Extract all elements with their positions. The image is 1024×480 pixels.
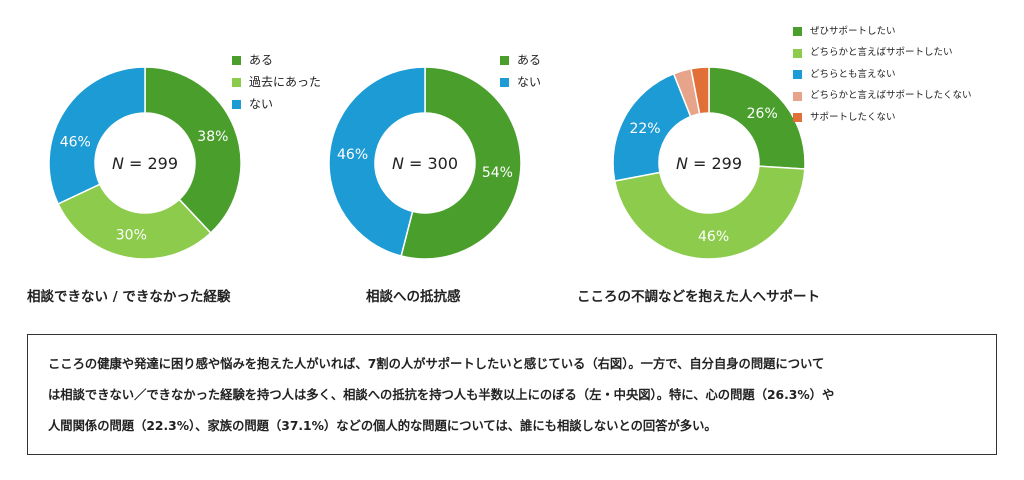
donut-slice	[48, 66, 146, 205]
legend-swatch	[793, 48, 802, 58]
slice-value-label: 46%	[337, 147, 368, 163]
donut-slice	[708, 66, 806, 170]
legend-label: どちらかと言えばサポートしたくない	[810, 90, 972, 102]
legend-item: どちらかと言えばサポートしたくない	[793, 86, 972, 108]
chart-title-consult-resistance: 相談への抵抗感	[366, 289, 461, 305]
summary-line: は相談できない／できなかった経験を持つ人は多く、相談への抵抗を持つ人も半数以上に…	[48, 388, 835, 402]
legend-swatch	[793, 91, 802, 101]
chart-title-support-intention: こころの不調などを抱えた人へサポート	[577, 289, 820, 305]
slice-value-label: 26%	[747, 106, 778, 122]
legend-swatch	[232, 55, 241, 65]
legend-swatch	[793, 70, 802, 80]
summary-line: 人間関係の問題（22.3%）、家族の問題（37.1%）などの個人的な問題について…	[48, 419, 717, 433]
legend-swatch	[793, 27, 802, 37]
legend-swatch	[500, 55, 509, 65]
legend-label: ある	[517, 53, 542, 67]
legend-label: ない	[517, 75, 542, 89]
summary-line: こころの健康や発達に困り感や悩みを抱えた人がいれば、7割の人がサポートしたいと感…	[48, 357, 825, 371]
slice-value-label: 22%	[629, 121, 660, 137]
legend-item: ある	[232, 49, 321, 71]
legend-label: ある	[249, 53, 274, 67]
legend-item: どちらとも言えない	[793, 64, 972, 86]
legend-label: どちらとも言えない	[810, 68, 896, 80]
legend-item: 過去にあった	[232, 71, 321, 93]
legend-item: どちらかと言えばサポートしたい	[793, 43, 972, 65]
donut-slice	[690, 66, 710, 115]
legend-support-intention: ぜひサポートしたい どちらかと言えばサポートしたい どちらとも言えない どちらか…	[793, 21, 972, 129]
sample-size-label: N = 299	[676, 154, 742, 173]
sample-size-label: N = 300	[392, 154, 458, 173]
donut-chart-consult-experience: 38% 30% 46% N = 299	[48, 66, 242, 260]
donut-slice	[400, 66, 522, 260]
legend-label: ぜひサポートしたい	[810, 25, 896, 37]
legend-swatch	[500, 77, 509, 87]
summary-note-box: こころの健康や発達に困り感や悩みを抱えた人がいれば、7割の人がサポートしたいと感…	[27, 334, 997, 455]
donut-chart-consult-resistance: 54% 46% N = 300	[328, 66, 522, 260]
donut-slice	[328, 66, 426, 257]
legend-label: どちらかと言えばサポートしたい	[810, 47, 953, 59]
legend-swatch	[232, 99, 241, 109]
donut-slice	[57, 183, 212, 260]
legend-item: ない	[232, 93, 321, 115]
slice-value-label: 46%	[698, 229, 729, 245]
legend-label: サポートしたくない	[810, 111, 896, 123]
donut-slice	[144, 66, 242, 235]
legend-label: 過去にあった	[249, 75, 322, 89]
slice-value-label: 54%	[482, 165, 513, 181]
legend-item: ある	[500, 49, 541, 71]
donut-slice	[613, 165, 806, 260]
legend-swatch	[793, 113, 802, 123]
legend-consult-experience: ある 過去にあった ない	[232, 49, 321, 115]
legend-item: サポートしたくない	[793, 107, 972, 129]
sample-size-label: N = 299	[112, 154, 178, 173]
donut-slice	[612, 72, 692, 182]
chart-title-consult-experience: 相談できない / できなかった経験	[27, 289, 231, 305]
slice-value-label: 46%	[60, 134, 91, 150]
slice-value-label: 38%	[197, 129, 228, 145]
donut-chart-support-intention: 26% 46% 22% N = 299	[612, 66, 806, 260]
legend-consult-resistance: ある ない	[500, 49, 541, 93]
legend-label: ない	[249, 97, 274, 111]
legend-item: ぜひサポートしたい	[793, 21, 972, 43]
legend-item: ない	[500, 71, 541, 93]
legend-swatch	[232, 77, 241, 87]
slice-value-label: 30%	[116, 228, 147, 244]
